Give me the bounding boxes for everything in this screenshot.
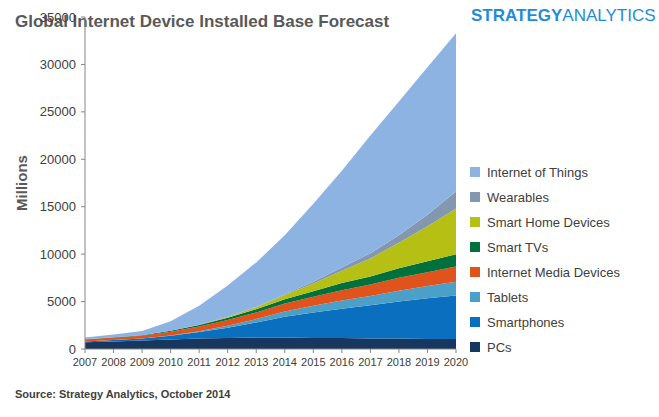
area <box>85 33 456 339</box>
legend-label: Internet Media Devices <box>487 265 620 280</box>
x-tick-label: 2018 <box>387 356 411 368</box>
x-tick-label: 2011 <box>187 356 211 368</box>
x-tick-label: 2019 <box>415 356 439 368</box>
y-axis-label: Millions <box>13 155 30 211</box>
legend-label: Wearables <box>487 190 549 205</box>
legend-label: Tablets <box>487 290 529 305</box>
x-tick <box>427 349 428 353</box>
legend-swatch <box>470 242 480 252</box>
y-tick <box>81 159 85 160</box>
x-tick-label: 2015 <box>301 356 325 368</box>
brand-part: ANALYTICS <box>562 6 655 25</box>
legend-swatch <box>470 292 480 302</box>
legend-swatch <box>470 167 480 177</box>
y-tick <box>81 206 85 207</box>
legend: Internet of Things Wearables Smart Home De… <box>470 165 620 355</box>
legend-swatch <box>470 217 480 227</box>
y-tick <box>81 64 85 65</box>
brand: STRATEGYANALYTICS <box>471 6 656 25</box>
y-axis-line <box>85 17 86 349</box>
x-tick <box>398 349 399 353</box>
areas <box>85 33 456 349</box>
y-tick-label: 15000 <box>40 199 76 214</box>
x-tick <box>170 349 171 353</box>
legend-swatch <box>470 342 480 352</box>
legend-swatch <box>470 192 480 202</box>
y-tick-label: 0 <box>69 342 76 357</box>
x-tick <box>341 349 342 353</box>
y-tick-label: 25000 <box>40 104 76 119</box>
x-tick <box>256 349 257 353</box>
x-tick-label: 2007 <box>73 356 97 368</box>
x-tick-label: 2010 <box>158 356 182 368</box>
y-tick <box>81 111 85 112</box>
x-axis-line <box>85 349 456 350</box>
legend-label: Smart Home Devices <box>487 215 610 230</box>
x-tick <box>85 349 86 353</box>
x-tick <box>142 349 143 353</box>
x-tick-label: 2012 <box>215 356 239 368</box>
y-tick-label: 30000 <box>40 57 76 72</box>
x-tick <box>113 349 114 353</box>
x-tick-label: 2009 <box>130 356 154 368</box>
x-tick <box>370 349 371 353</box>
y-tick <box>81 301 85 302</box>
y-tick <box>81 254 85 255</box>
x-tick-label: 2017 <box>358 356 382 368</box>
legend-swatch <box>470 267 480 277</box>
x-tick <box>313 349 314 353</box>
legend-label: Smart TVs <box>487 240 549 255</box>
y-tick-label: 35000 <box>40 10 76 25</box>
chart: Global Internet Device Installed Base Fo… <box>0 0 659 417</box>
brand-part: STRATEGY <box>471 6 563 25</box>
y-tick <box>81 349 85 350</box>
x-tick-label: 2014 <box>273 356 297 368</box>
x-tick <box>284 349 285 353</box>
x-tick-label: 2013 <box>244 356 268 368</box>
y-tick-label: 10000 <box>40 247 76 262</box>
legend-label: PCs <box>487 340 512 355</box>
y-tick-label: 20000 <box>40 152 76 167</box>
y-tick-label: 5000 <box>47 294 76 309</box>
y-tick <box>81 17 85 18</box>
x-tick-label: 2008 <box>101 356 125 368</box>
x-tick <box>199 349 200 353</box>
legend-label: Smartphones <box>487 315 565 330</box>
legend-label: Internet of Things <box>487 165 588 180</box>
x-tick-label: 2020 <box>444 356 468 368</box>
x-tick-label: 2016 <box>330 356 354 368</box>
source: Source: Strategy Analytics, October 2014 <box>15 388 231 400</box>
x-tick <box>227 349 228 353</box>
x-tick <box>456 349 457 353</box>
legend-swatch <box>470 317 480 327</box>
